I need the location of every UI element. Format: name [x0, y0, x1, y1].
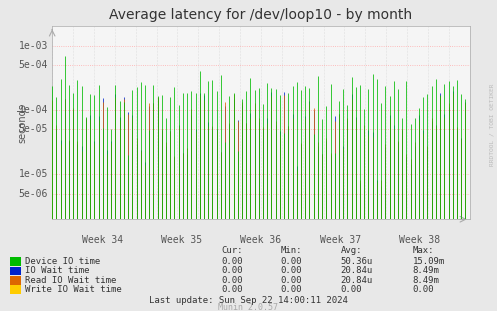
Text: 0.00: 0.00 [221, 267, 243, 275]
Text: 1e-03: 1e-03 [18, 41, 48, 51]
Text: Week 37: Week 37 [320, 235, 361, 245]
Text: 0.00: 0.00 [221, 276, 243, 285]
Text: 1e-05: 1e-05 [18, 169, 48, 179]
Text: 50.36u: 50.36u [340, 257, 373, 266]
Text: 20.84u: 20.84u [340, 276, 373, 285]
Y-axis label: seconds: seconds [17, 103, 27, 143]
Title: Average latency for /dev/loop10 - by month: Average latency for /dev/loop10 - by mon… [109, 8, 413, 22]
Text: Device IO time: Device IO time [25, 257, 100, 266]
Text: Read IO Wait time: Read IO Wait time [25, 276, 116, 285]
Text: RRDTOOL / TOBI OETIKER: RRDTOOL / TOBI OETIKER [490, 83, 495, 166]
Text: 0.00: 0.00 [281, 257, 302, 266]
Text: 0.00: 0.00 [413, 285, 434, 294]
Text: Write IO Wait time: Write IO Wait time [25, 285, 122, 294]
Text: 0.00: 0.00 [221, 257, 243, 266]
Text: 0.00: 0.00 [340, 285, 362, 294]
Text: 15.09m: 15.09m [413, 257, 445, 266]
Text: 0.00: 0.00 [281, 276, 302, 285]
Text: 0.00: 0.00 [281, 267, 302, 275]
Text: 0.00: 0.00 [281, 285, 302, 294]
Text: 1e-04: 1e-04 [18, 105, 48, 115]
Text: Last update: Sun Sep 22 14:00:11 2024: Last update: Sun Sep 22 14:00:11 2024 [149, 296, 348, 305]
Text: Min:: Min: [281, 246, 302, 255]
Text: 5e-05: 5e-05 [18, 124, 48, 134]
Text: 5e-06: 5e-06 [18, 189, 48, 199]
Text: Munin 2.0.57: Munin 2.0.57 [219, 304, 278, 311]
Text: 8.49m: 8.49m [413, 267, 439, 275]
Text: Week 36: Week 36 [241, 235, 281, 245]
Text: 5e-04: 5e-04 [18, 60, 48, 70]
Text: Max:: Max: [413, 246, 434, 255]
Text: Week 38: Week 38 [399, 235, 440, 245]
Text: 8.49m: 8.49m [413, 276, 439, 285]
Text: Week 34: Week 34 [82, 235, 123, 245]
Text: Week 35: Week 35 [161, 235, 202, 245]
Text: Avg:: Avg: [340, 246, 362, 255]
Text: 20.84u: 20.84u [340, 267, 373, 275]
Text: Cur:: Cur: [221, 246, 243, 255]
Text: 0.00: 0.00 [221, 285, 243, 294]
Text: IO Wait time: IO Wait time [25, 267, 89, 275]
